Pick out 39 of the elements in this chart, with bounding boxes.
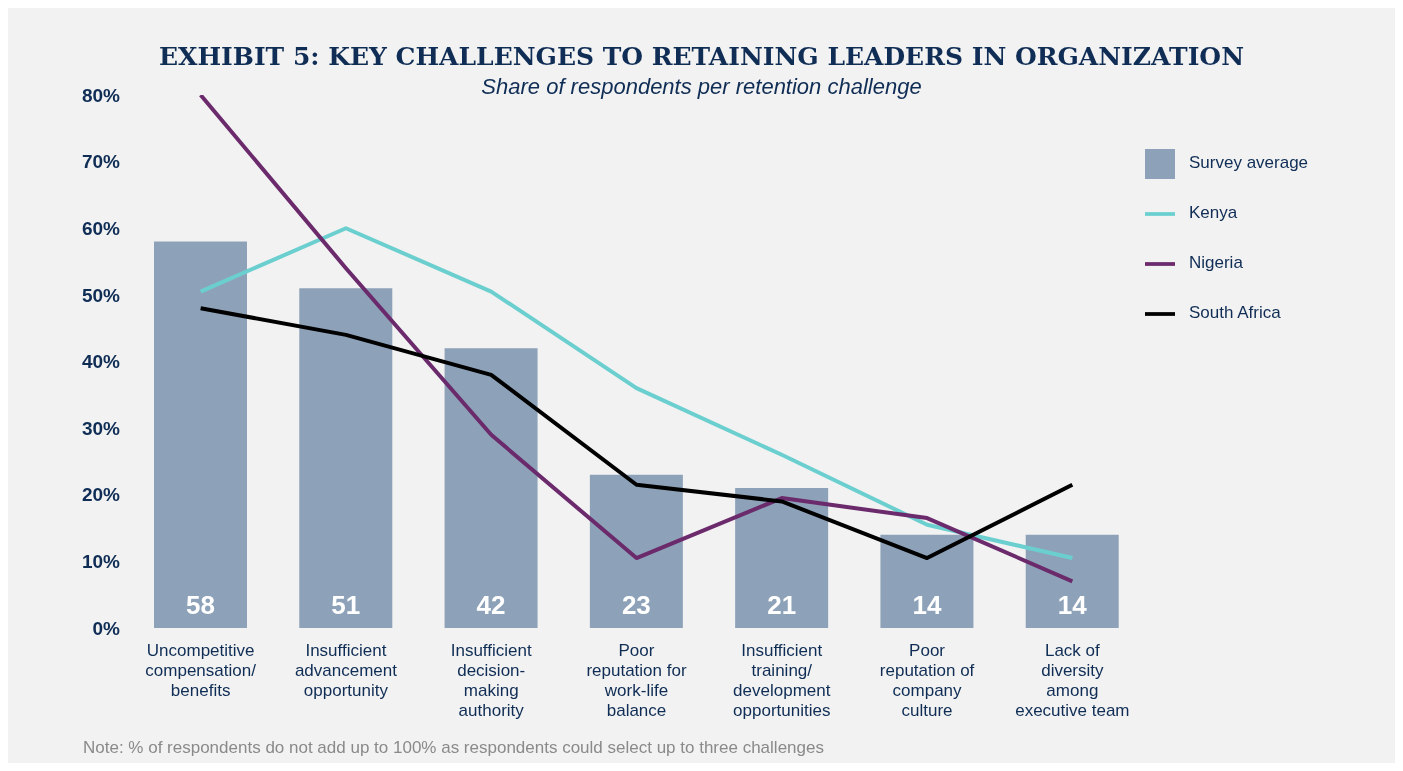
y-tick-label: 10% [81,551,121,573]
line-series [198,306,1075,561]
legend-label: Kenya [1189,203,1238,222]
y-tick-label: 70% [81,151,121,173]
x-tick-label: Poor reputation for work-life balance [586,641,687,720]
bar [880,534,974,628]
y-tick-label: 0% [92,617,121,639]
data-label: 42 [476,590,506,620]
x-tick-label: Lack of diversity among executive team [1015,641,1130,720]
data-label: 21 [767,590,797,620]
data-label: 58 [186,590,215,620]
chart-title: EXHIBIT 5: KEY CHALLENGES TO RETAINING LEADERS IN ORGANIZATION [158,42,1245,71]
data-label: 14 [1057,590,1088,620]
legend-label: Nigeria [1189,253,1243,272]
bar [589,474,683,628]
bar [444,348,538,628]
text: Note: % of respondents do not add up to 100% as respondents could select up to three challenges [83,738,824,758]
x-tick-label: Insufficient advancement opportunity [294,641,398,700]
y-tick-label: 20% [81,484,121,506]
y-tick-label: 50% [81,284,121,306]
x-tick-label: Insufficient decision-making authority [450,641,532,720]
y-tick-label: 80% [81,84,121,106]
data-label: 23 [621,590,651,620]
data-label: 51 [331,590,361,620]
bar [154,241,247,628]
chart-subtitle: Share of respondents per retention challenge [481,74,922,99]
y-tick-label: 40% [81,351,121,373]
x-tick-label: Poor reputation of company culture [879,641,975,720]
y-tick-label: 60% [81,217,121,239]
y-tick-label: 30% [81,417,121,439]
x-tick-label: Uncompetitive compensation/ benefits [145,641,257,700]
legend-label: South Africa [1189,303,1281,322]
data-label: 14 [912,590,942,620]
legend-label: Survey average [1189,153,1309,172]
x-tick-label: Insufficient training/ development opportunities [733,641,831,720]
bar [1025,534,1119,628]
bar [735,488,829,628]
bar [299,288,393,628]
line-series [198,226,1075,561]
